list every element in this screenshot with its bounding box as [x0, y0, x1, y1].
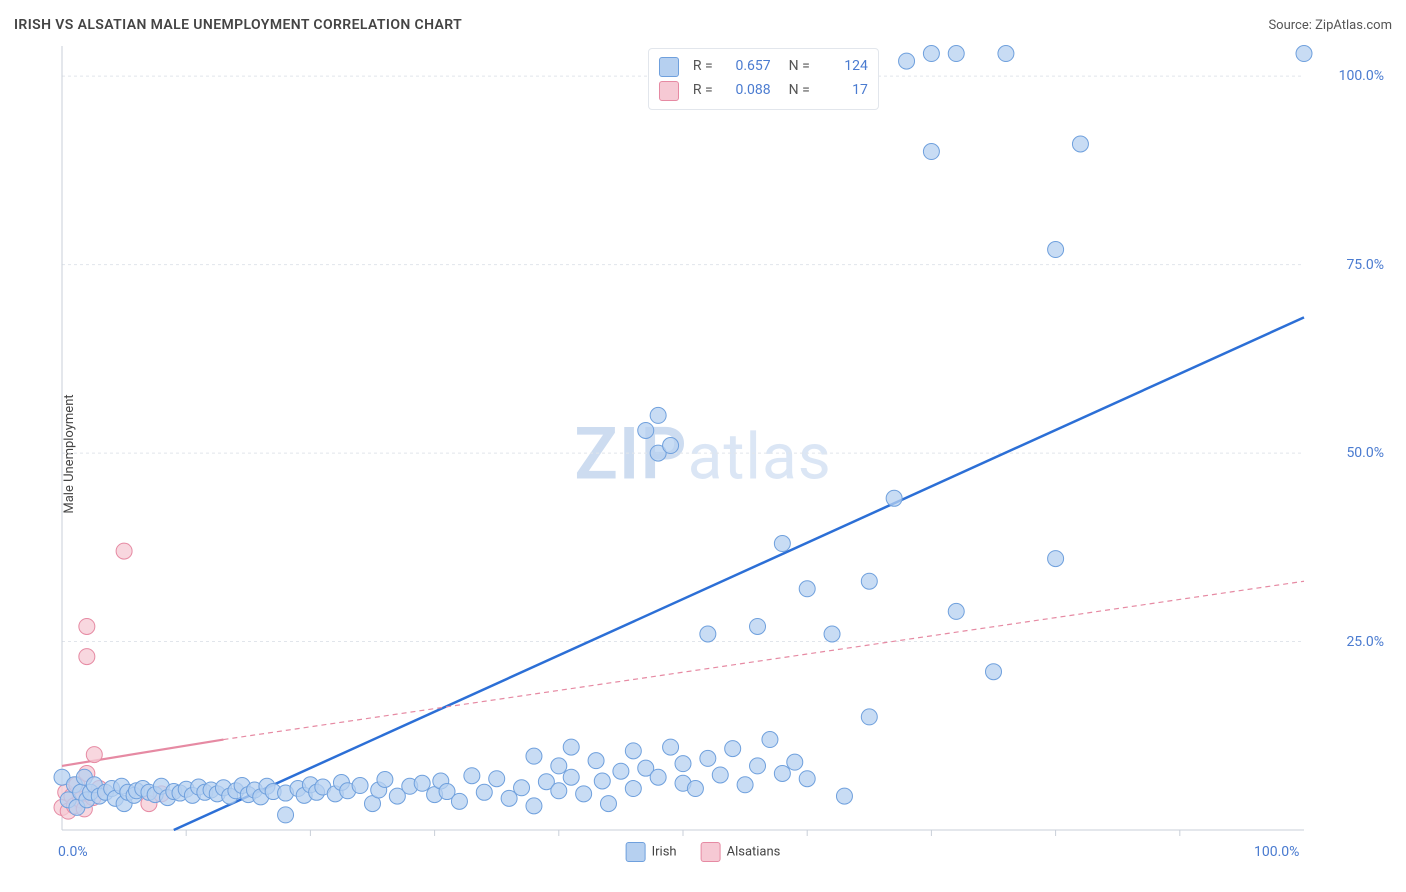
- y-tick-label: 100.0%: [1339, 68, 1384, 84]
- x-tick-label: 0.0%: [58, 844, 88, 860]
- irish-n-value: 124: [818, 55, 868, 79]
- n-label: N =: [789, 79, 810, 103]
- alsatians-n-value: 17: [818, 79, 868, 103]
- source-label: Source:: [1268, 18, 1311, 33]
- scatter-plot-svg: [14, 42, 1392, 866]
- y-tick-label: 75.0%: [1346, 257, 1384, 273]
- legend-item-alsatians: Alsatians: [701, 842, 781, 862]
- n-label: N =: [789, 55, 810, 79]
- r-label: R =: [693, 55, 713, 79]
- alsatians-swatch-icon: [659, 81, 679, 101]
- series-legend: Irish Alsatians: [626, 842, 781, 862]
- source-attribution: Source: ZipAtlas.com: [1268, 18, 1392, 33]
- alsatians-r-value: 0.088: [721, 79, 771, 103]
- legend-row-irish: R = 0.657 N = 124: [659, 55, 868, 79]
- y-tick-label: 50.0%: [1346, 445, 1384, 461]
- legend-row-alsatians: R = 0.088 N = 17: [659, 79, 868, 103]
- header: IRISH VS ALSATIAN MALE UNEMPLOYMENT CORR…: [0, 0, 1406, 42]
- irish-swatch-icon: [626, 842, 646, 862]
- irish-label: Irish: [652, 844, 677, 859]
- correlation-legend: R = 0.657 N = 124 R = 0.088 N = 17: [648, 48, 879, 110]
- y-tick-label: 25.0%: [1346, 634, 1384, 650]
- chart-title: IRISH VS ALSATIAN MALE UNEMPLOYMENT CORR…: [14, 17, 462, 33]
- chart-container: IRISH VS ALSATIAN MALE UNEMPLOYMENT CORR…: [0, 0, 1406, 892]
- alsatians-swatch-icon: [701, 842, 721, 862]
- source-name: ZipAtlas.com: [1315, 18, 1392, 33]
- x-tick-label: 100.0%: [1254, 844, 1299, 860]
- r-label: R =: [693, 79, 713, 103]
- alsatians-label: Alsatians: [727, 844, 781, 859]
- irish-swatch-icon: [659, 57, 679, 77]
- plot-area: Male Unemployment ZIPatlas R = 0.657 N =…: [14, 42, 1392, 866]
- legend-item-irish: Irish: [626, 842, 677, 862]
- irish-r-value: 0.657: [721, 55, 771, 79]
